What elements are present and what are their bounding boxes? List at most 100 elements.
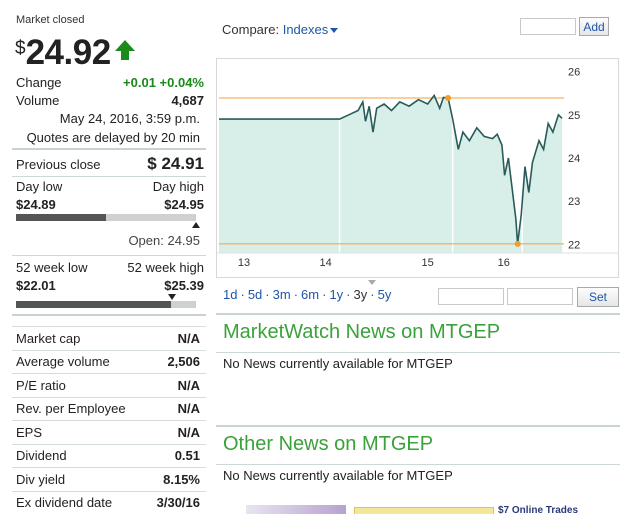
marketwatch-news-title: MarketWatch News on MTGEP [223, 321, 501, 343]
compare-control: Compare: Indexes [222, 22, 339, 37]
range-separator: · [265, 287, 270, 302]
day-low-label: Day low [16, 179, 63, 194]
stat-value: N/A [177, 424, 200, 440]
day-high-label: Day high [152, 179, 204, 194]
arrow-up-icon [114, 40, 135, 60]
change-label: Change [16, 75, 62, 90]
wk52-low-value: $22.01 [16, 278, 56, 293]
price-display: $ 24.92 [15, 34, 136, 72]
stat-row: Average volume 2,506 [12, 349, 206, 374]
set-date-range-button[interactable]: Set [577, 287, 619, 307]
volume-value: 4,687 [171, 93, 204, 108]
caret-down-icon [330, 28, 339, 34]
day-range-values: $24.89 $24.95 [16, 197, 204, 212]
ad-banner[interactable]: $7 Online Trades [246, 505, 591, 514]
x-tick-label: 15 [422, 257, 434, 269]
section-divider [216, 425, 620, 427]
delay-note: Quotes are delayed by 20 min [26, 130, 200, 145]
stat-label: Average volume [16, 354, 110, 370]
stat-label: EPS [16, 424, 43, 440]
stat-value: N/A [177, 377, 200, 393]
low-point [514, 240, 521, 247]
compare-dropdown[interactable]: Indexes [283, 22, 339, 37]
ad-image [354, 507, 494, 514]
stat-value: 3/30/16 [156, 495, 200, 511]
other-news-empty: No News currently available for MTGEP [223, 468, 453, 483]
stat-label: Div yield [16, 471, 66, 487]
section-divider [216, 313, 620, 315]
stat-row: Rev. per Employee N/A [12, 396, 206, 421]
selected-range-indicator [368, 280, 376, 285]
range-separator: · [293, 287, 299, 302]
x-tick-label: 14 [320, 257, 332, 269]
stat-label: Dividend [16, 448, 67, 464]
stat-row: Dividend 0.51 [12, 443, 206, 468]
wk52-low-label: 52 week low [16, 260, 88, 275]
compare-dropdown-label: Indexes [282, 22, 329, 37]
ad-text: $7 Online Trades [498, 505, 579, 514]
y-tick-label: 26 [568, 67, 580, 79]
range-5d[interactable]: 5d [247, 287, 263, 302]
stat-value: N/A [177, 401, 200, 417]
y-tick-label: 25 [568, 110, 580, 122]
compare-symbol-input[interactable] [520, 18, 576, 35]
stat-row: Market cap N/A [12, 326, 206, 350]
chart-area [219, 95, 563, 254]
day-low-value: $24.89 [16, 197, 56, 212]
stat-label: Ex dividend date [16, 495, 113, 511]
wk52-range-fill [16, 301, 171, 308]
previous-close-row: Previous close $ 24.91 [16, 154, 204, 174]
wk52-high-label: 52 week high [127, 260, 204, 275]
range-3m[interactable]: 3m [272, 287, 291, 302]
stat-row: Div yield 8.15% [12, 467, 206, 491]
day-current-marker [192, 222, 200, 228]
change-row: Change +0.01 +0.04% [16, 75, 204, 90]
key-stats-table: Market cap N/A Average volume 2,506 P/E rati… [12, 326, 206, 514]
divider [12, 176, 206, 177]
time-range-selector: 1d · 5d · 3m · 6m · 1y · 3y · 5y [223, 287, 391, 302]
stat-value: N/A [177, 330, 200, 346]
range-separator: · [322, 287, 327, 302]
divider [12, 314, 206, 316]
divider [12, 255, 206, 256]
range-separator: · [240, 287, 245, 302]
x-tick-label: 13 [238, 257, 250, 269]
range-1y[interactable]: 1y [329, 287, 344, 302]
start-date-input[interactable] [438, 288, 504, 305]
volume-row: Volume 4,687 [16, 93, 204, 108]
add-compare-button[interactable]: Add [579, 17, 609, 36]
range-1d[interactable]: 1d [223, 287, 238, 302]
high-point [445, 94, 452, 101]
range-3y[interactable]: 3y [353, 287, 368, 302]
change-value: +0.01 +0.04% [123, 75, 204, 90]
open-price: Open: 24.95 [128, 233, 200, 248]
y-tick-label: 23 [568, 196, 580, 208]
wk52-range-labels: 52 week low 52 week high [16, 260, 204, 275]
ad-image [246, 505, 346, 514]
wk52-current-marker [168, 294, 176, 300]
section-divider [216, 352, 620, 353]
y-tick-label: 24 [568, 153, 580, 165]
day-range-fill [16, 214, 106, 221]
range-6m[interactable]: 6m [301, 287, 320, 302]
stat-value: 8.15% [163, 471, 200, 487]
stat-label: P/E ratio [16, 377, 66, 393]
compare-label: Compare: [222, 22, 280, 37]
divider [12, 148, 206, 150]
wk52-range-values: $22.01 $25.39 [16, 278, 204, 293]
stat-label: Rev. per Employee [16, 401, 126, 417]
other-news-title: Other News on MTGEP [223, 433, 434, 455]
y-tick-label: 22 [568, 239, 580, 251]
section-divider [216, 464, 620, 465]
volume-label: Volume [16, 93, 60, 108]
last-price: 24.92 [25, 33, 112, 72]
price-chart: 26 25 24 23 22 13 14 15 16 [216, 58, 619, 278]
stat-label: Market cap [16, 330, 81, 346]
end-date-input[interactable] [507, 288, 573, 305]
price-chart-svg: 26 25 24 23 22 13 14 15 16 [217, 63, 618, 269]
wk52-range-bar [16, 301, 196, 308]
stat-value: 2,506 [167, 354, 200, 370]
stat-value: 0.51 [174, 448, 200, 464]
range-5y[interactable]: 5y [377, 287, 392, 302]
day-range-labels: Day low Day high [16, 179, 204, 194]
